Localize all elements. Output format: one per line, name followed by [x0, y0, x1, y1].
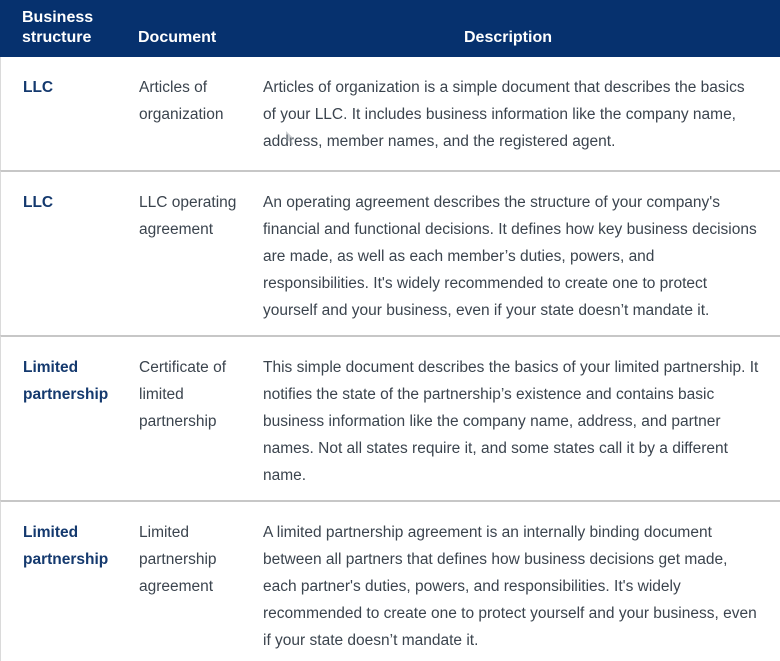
business-structure-link[interactable]: Limited partnership	[23, 524, 109, 568]
table-row: LLC LLC operating agreement An operating…	[0, 170, 780, 335]
document-description: This simple document describes the basic…	[263, 359, 759, 484]
header-business-structure: Business structure	[22, 9, 94, 46]
document-description: A limited partnership agreement is an in…	[263, 524, 757, 649]
business-structure-link[interactable]: Limited partnership	[23, 359, 109, 403]
document-description: An operating agreement describes the str…	[263, 194, 757, 319]
header-description: Description	[463, 29, 552, 46]
business-structure-link[interactable]: LLC	[23, 194, 54, 211]
table-header-row: Business structure Document Description	[0, 0, 780, 57]
document-description: Articles of organization is a simple doc…	[263, 79, 745, 150]
table-row: Limited partnership Limited partnership …	[0, 500, 780, 661]
business-structure-link[interactable]: LLC	[23, 79, 54, 96]
document-name: Certificate of limited partnership	[139, 359, 227, 430]
document-name: Limited partnership agreement	[139, 524, 217, 595]
header-document: Document	[138, 29, 217, 46]
document-name: LLC operating agreement	[139, 194, 237, 238]
table-row: LLC Articles of organization Articles of…	[0, 57, 780, 170]
document-name: Articles of organization	[139, 79, 224, 123]
table-row: Limited partnership Certificate of limit…	[0, 335, 780, 500]
